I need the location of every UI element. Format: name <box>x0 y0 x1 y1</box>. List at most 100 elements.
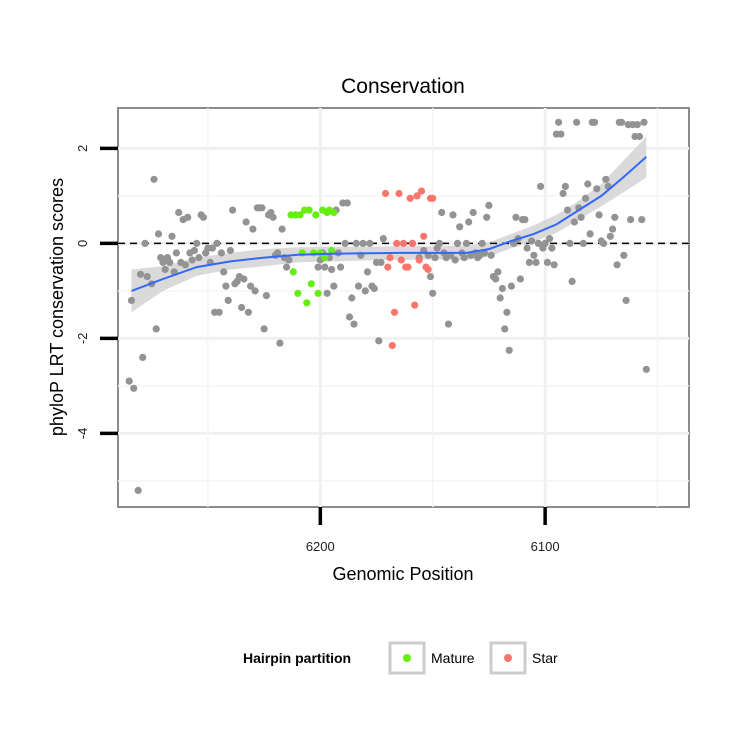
point-other <box>568 277 576 285</box>
point-other <box>154 230 163 238</box>
y-tick-label: -4 <box>75 428 90 440</box>
point-other <box>269 213 277 221</box>
point-other <box>584 180 592 188</box>
point-other <box>181 261 189 269</box>
point-other <box>487 251 495 259</box>
point-other <box>161 265 169 274</box>
point-other <box>330 282 338 290</box>
point-other <box>431 254 439 262</box>
y-tick-label: 2 <box>75 145 90 152</box>
point-other <box>606 232 614 240</box>
point-star <box>420 232 428 240</box>
point-other <box>586 230 594 238</box>
point-other <box>208 244 216 252</box>
confidence-band <box>131 136 647 313</box>
point-other <box>127 296 136 304</box>
point-other <box>251 287 259 295</box>
point-other <box>321 263 329 271</box>
point-other <box>465 218 473 226</box>
point-other <box>525 258 534 266</box>
data-points <box>125 118 650 494</box>
point-other <box>190 246 198 255</box>
point-other <box>620 251 628 259</box>
point-other <box>276 339 284 347</box>
point-other <box>546 235 554 243</box>
point-other <box>573 118 581 126</box>
point-other <box>166 258 174 266</box>
point-other <box>345 313 354 321</box>
point-other <box>483 213 491 221</box>
point-other <box>609 225 617 233</box>
point-other <box>175 208 183 217</box>
x-tick-label: 6200 <box>306 539 335 554</box>
point-other <box>462 239 470 247</box>
point-other <box>444 320 453 328</box>
point-other <box>633 121 641 129</box>
point-other <box>242 218 250 226</box>
point-other <box>199 213 207 221</box>
point-other <box>564 206 572 214</box>
point-other <box>168 232 176 240</box>
point-star <box>384 263 392 271</box>
legend-entry-mature: Mature <box>388 641 475 675</box>
point-other <box>224 296 232 304</box>
loess-smooth-line <box>131 156 647 292</box>
point-mature <box>330 208 338 217</box>
point-other <box>469 208 477 217</box>
point-other <box>516 275 525 283</box>
point-other <box>453 239 462 247</box>
point-other <box>507 282 515 290</box>
point-other <box>222 282 230 290</box>
point-other <box>541 239 549 247</box>
axes: 2 0 -2 -4 6200 6100 <box>75 145 560 554</box>
point-other <box>260 325 268 333</box>
point-other <box>494 268 502 276</box>
point-other <box>285 256 293 264</box>
point-other <box>600 239 608 247</box>
point-other <box>262 292 270 300</box>
plot-panel <box>117 107 690 508</box>
point-other <box>640 118 648 126</box>
point-other <box>561 182 570 190</box>
point-other <box>642 365 650 373</box>
point-other <box>184 213 192 221</box>
point-other <box>496 294 504 302</box>
point-other <box>244 308 252 316</box>
point-other <box>611 213 619 221</box>
point-mature <box>305 206 313 214</box>
point-other <box>460 254 468 262</box>
point-other <box>366 239 374 247</box>
point-other <box>240 275 248 283</box>
point-other <box>613 261 621 269</box>
point-other <box>370 284 378 293</box>
point-other <box>359 239 367 247</box>
point-other <box>361 287 369 295</box>
point-other <box>528 237 536 245</box>
point-other <box>350 320 358 328</box>
point-other <box>375 337 383 345</box>
point-other <box>557 130 565 138</box>
point-star <box>390 308 399 316</box>
point-other <box>159 258 167 266</box>
point-other <box>577 213 585 221</box>
point-other <box>352 239 360 247</box>
point-other <box>314 263 322 271</box>
y-tick-label: 0 <box>75 240 90 247</box>
point-other <box>134 486 142 494</box>
point-other <box>226 246 234 255</box>
point-other <box>426 273 435 281</box>
point-other <box>503 308 511 316</box>
legend: Hairpin partition Mature Star <box>243 641 558 675</box>
point-other <box>550 261 558 269</box>
point-star <box>424 265 432 274</box>
point-other <box>534 239 543 247</box>
point-other <box>143 273 151 281</box>
point-other <box>530 251 538 259</box>
point-other <box>195 254 203 262</box>
point-other <box>548 244 556 252</box>
point-other <box>501 325 509 333</box>
point-other <box>485 201 493 209</box>
point-other <box>217 249 225 257</box>
x-axis-title: Genomic Position <box>332 564 473 584</box>
point-other <box>566 239 574 247</box>
